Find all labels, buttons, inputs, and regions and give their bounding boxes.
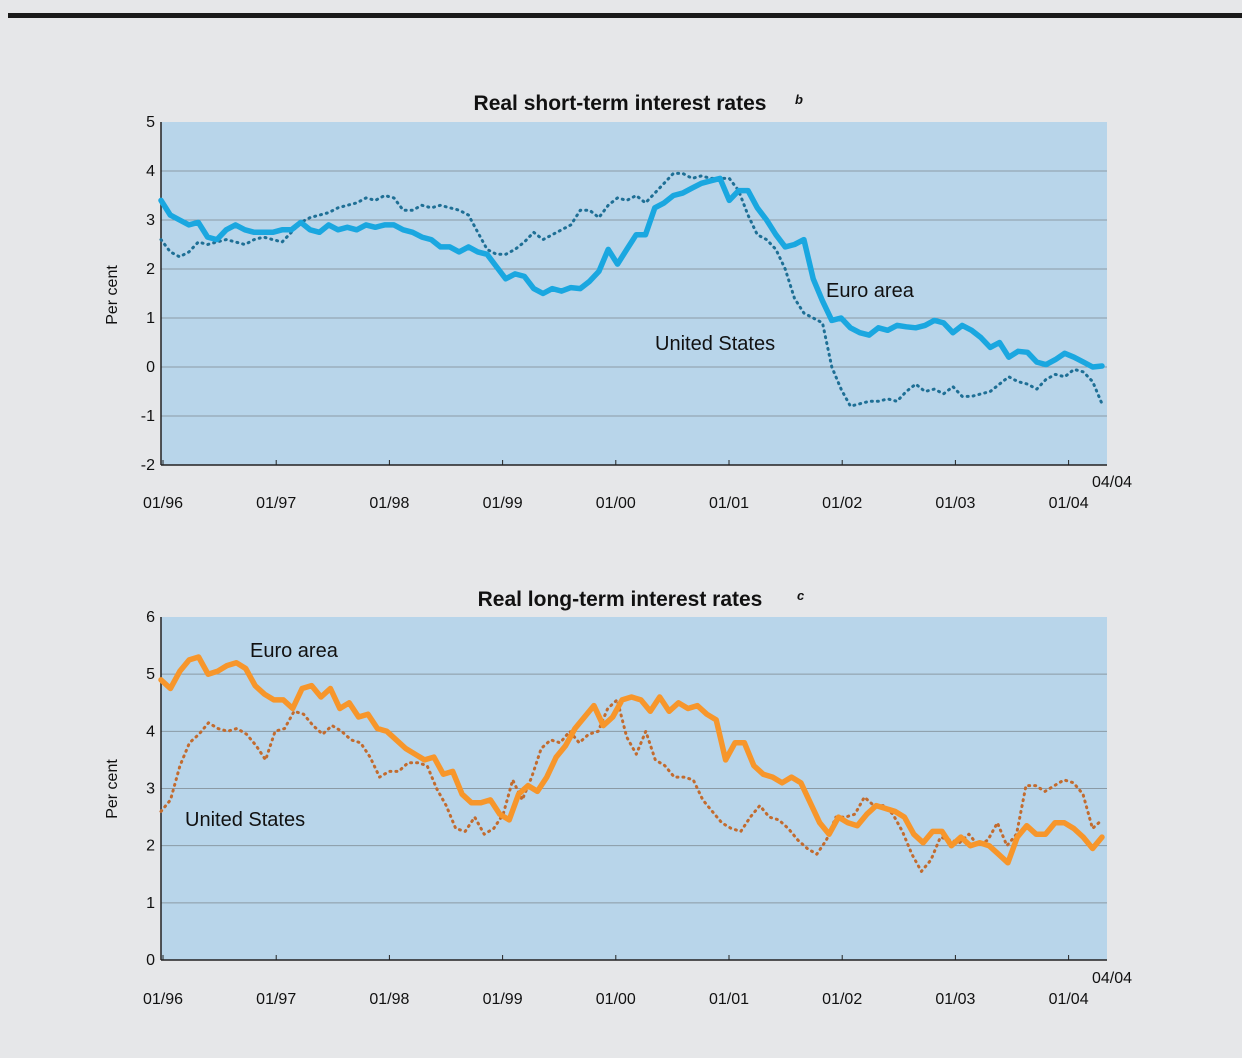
y-tick-label: -1 [141,408,155,425]
series-annotation: United States [655,333,775,355]
x-tick-label: 01/99 [483,495,523,512]
y-tick-label: 2 [146,261,155,278]
y-tick-label: 0 [146,359,155,376]
y-tick-label: 5 [146,114,155,131]
y-tick-label: 3 [146,212,155,229]
x-tick-label: 01/01 [709,991,749,1008]
x-tick-label: 01/03 [935,495,975,512]
x-tick-label: 01/96 [143,495,183,512]
x-tick-label: 01/00 [596,991,636,1008]
y-tick-label: 4 [146,723,155,740]
x-end-label: 04/04 [1092,474,1132,491]
top-rule [8,13,1242,18]
x-tick-label: 01/96 [143,991,183,1008]
y-tick-label: -2 [141,457,155,474]
plot-area [161,122,1107,465]
x-tick-label: 01/97 [256,991,296,1008]
x-tick-label: 01/00 [596,495,636,512]
y-tick-label: 2 [146,838,155,855]
y-tick-label: 4 [146,163,155,180]
y-tick-label: 1 [146,310,155,327]
short-term-chart-title: Real short-term interest rates [474,92,767,115]
series-line-euro-area [158,175,1105,370]
x-tick-label: 01/98 [369,495,409,512]
x-tick-label: 01/97 [256,495,296,512]
long-term-chart-title: Real long-term interest rates [478,588,763,611]
y-tick-label: 5 [146,666,155,683]
y-tick-label: 6 [146,609,155,626]
short-term-y-axis-label: Per cent [104,265,121,325]
x-tick-label: 01/01 [709,495,749,512]
long-term-chart: Real long-term interest rates c Per cent… [104,588,1132,1008]
x-tick-label: 01/99 [483,991,523,1008]
x-tick-label: 01/02 [822,991,862,1008]
x-tick-label: 01/04 [1049,495,1089,512]
short-term-title-note: b [795,92,803,107]
short-term-chart: Real short-term interest rates b Per cen… [104,92,1132,512]
y-tick-label: 0 [146,952,155,969]
y-tick-label: 3 [146,781,155,798]
series-annotation: Euro area [826,280,915,302]
x-tick-label: 01/04 [1049,991,1089,1008]
x-tick-label: 01/02 [822,495,862,512]
long-term-y-axis-label: Per cent [104,759,121,819]
x-end-label: 04/04 [1092,970,1132,987]
x-tick-label: 01/03 [935,991,975,1008]
series-annotation: Euro area [250,640,339,662]
series-line-euro-area [158,654,1105,866]
series-line-united-states [159,171,1104,408]
x-tick-label: 01/98 [369,991,409,1008]
long-term-title-note: c [797,588,805,603]
series-annotation: United States [185,809,305,831]
y-tick-label: 1 [146,895,155,912]
